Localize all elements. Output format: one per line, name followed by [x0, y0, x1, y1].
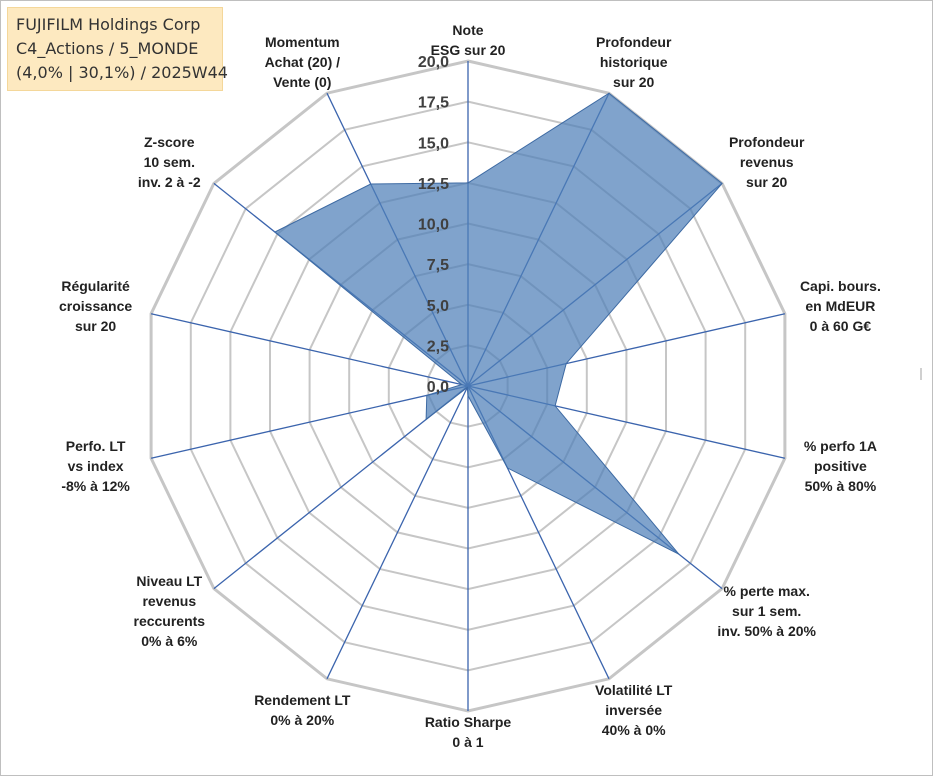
- axis-label-line: -8% à 12%: [61, 478, 130, 495]
- axis-label-line: % perte max.: [723, 582, 810, 599]
- axis-label: Niveau LT revenus reccurents 0% à 6%: [134, 571, 206, 651]
- axis-label: Capi. bours. en MdEUR 0 à 60 G€: [800, 276, 881, 336]
- axis-label-line: Niveau LT: [136, 572, 203, 589]
- axis-label-line: Perfo. LT: [65, 438, 126, 455]
- tick-label: 17,5: [418, 95, 449, 112]
- axis-label-line: 0% à 6%: [141, 632, 198, 649]
- axis-label-line: inv. 50% à 20%: [717, 622, 816, 639]
- axis-label-line: Capi. bours.: [799, 277, 881, 294]
- axis-spoke: [150, 385, 469, 459]
- axis-label: Momentum Achat (20) / Vente (0): [265, 32, 340, 92]
- radar-series: [273, 92, 723, 555]
- axis-label-line: inversée: [605, 702, 663, 719]
- axis-label-line: Régularité: [61, 277, 130, 294]
- series-area: [273, 92, 723, 555]
- tick-label: 20,0: [418, 54, 449, 71]
- tick-label: 0,0: [427, 379, 449, 396]
- axis-label-line: inv. 2 à -2: [137, 173, 201, 190]
- axis-label-line: croissance: [59, 297, 133, 314]
- scrollbar-marker: [920, 368, 922, 380]
- axis-label-line: sur 20: [613, 73, 655, 90]
- axis-label-line: 40% à 0%: [601, 722, 666, 739]
- axis-label: Z-score 10 sem. inv. 2 à -2: [138, 132, 201, 192]
- tick-label: 5,0: [427, 298, 449, 315]
- axis-label-line: Profondeur: [728, 133, 805, 150]
- axis-label: Note ESG sur 20: [431, 20, 506, 60]
- axis-label-line: Z-score: [144, 133, 195, 150]
- axis-label-line: Ratio Sharpe: [424, 714, 512, 730]
- axis-label: Profondeur historique sur 20: [596, 32, 671, 92]
- axis-label-line: 0 à 1: [452, 734, 484, 750]
- axis-label: Rendement LT 0% à 20%: [254, 690, 350, 730]
- axis-label-line: Momentum: [264, 33, 340, 50]
- axis-label: Perfo. LT vs index -8% à 12%: [61, 436, 129, 496]
- axis-label-line: revenus: [142, 592, 197, 609]
- axis-label: Volatilité LT inversée 40% à 0%: [595, 680, 672, 740]
- axis-label-line: 50% à 80%: [804, 478, 877, 495]
- axis-label-line: 0 à 60 G€: [809, 317, 872, 334]
- portfolio-category: C4_Actions / 5_MONDE: [16, 39, 199, 58]
- axis-label-line: sur 1 sem.: [732, 602, 802, 619]
- tick-label: 15,0: [418, 135, 449, 152]
- axis-label: Ratio Sharpe 0 à 1: [425, 712, 511, 752]
- axis-spoke: [326, 385, 469, 680]
- axis-label-line: positive: [813, 458, 867, 475]
- axis-label-line: Rendement LT: [254, 692, 351, 709]
- axis-label-line: Profondeur: [595, 33, 672, 50]
- axis-label: Profondeur revenus sur 20: [729, 132, 804, 192]
- company-name: FUJIFILM Holdings Corp: [16, 15, 201, 34]
- axis-label-line: historique: [599, 53, 668, 70]
- chart-title-box: FUJIFILM Holdings Corp C4_Actions / 5_MO…: [7, 7, 228, 91]
- axis-label-line: Volatilité LT: [595, 682, 673, 699]
- axis-label-line: revenus: [739, 153, 794, 170]
- tick-label: 12,5: [418, 176, 449, 193]
- radar-tick-labels: 0,0 2,5 5,0 7,5 10,0 12,5 15,0 17,5 20,0: [418, 54, 449, 396]
- tick-label: 7,5: [427, 257, 449, 274]
- tick-label: 10,0: [418, 217, 449, 234]
- axis-label-line: vs index: [67, 458, 124, 475]
- axis-label-line: en MdEUR: [805, 297, 876, 314]
- axis-label-line: 10 sem.: [143, 153, 195, 170]
- axis-label-line: sur 20: [74, 317, 117, 334]
- axis-label-line: sur 20: [746, 173, 788, 190]
- axis-label-line: Vente (0): [273, 73, 332, 90]
- weights-and-week: (4,0% | 30,1%) / 2025W44: [16, 63, 228, 82]
- tick-label: 2,5: [427, 338, 449, 355]
- axis-label: % perte max. sur 1 sem. inv. 50% à 20%: [717, 581, 816, 641]
- axis-label-line: ESG sur 20: [430, 42, 506, 58]
- axis-label-line: 0% à 20%: [270, 712, 335, 729]
- axis-label: Régularité croissance sur 20: [59, 276, 132, 336]
- axis-spoke: [150, 313, 469, 387]
- axis-label-line: Achat (20) /: [264, 53, 341, 70]
- axis-label: % perfo 1A positive 50% à 80%: [804, 436, 877, 496]
- axis-label-line: % perfo 1A: [803, 438, 877, 455]
- axis-label-line: Note: [452, 22, 484, 38]
- axis-label-line: reccurents: [133, 612, 206, 629]
